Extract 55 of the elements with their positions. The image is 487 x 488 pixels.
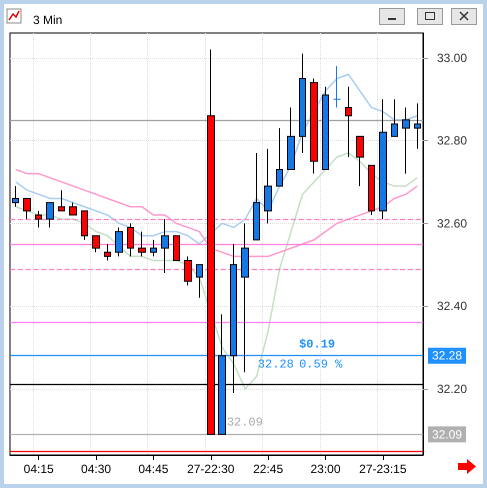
candlestick — [310, 78, 318, 174]
y-tick-label: 32.80 — [437, 134, 468, 148]
candlestick — [379, 98, 387, 220]
x-tick-label: 27-23:15 — [359, 462, 407, 476]
candlestick — [69, 202, 77, 216]
candlestick — [414, 102, 421, 150]
candlestick — [356, 136, 364, 187]
x-tick-label: 04:45 — [138, 462, 169, 476]
x-tick-label: 04:15 — [24, 462, 54, 476]
ref-line-label: 32.28 — [432, 348, 462, 363]
candlestick — [35, 210, 42, 228]
candlestick — [12, 186, 19, 208]
candlestick — [241, 222, 249, 373]
candlestick — [46, 202, 54, 228]
candlestick — [299, 53, 306, 154]
annotation: 32.09 — [226, 415, 263, 430]
ref-line-label: 32.09 — [432, 427, 462, 442]
annotation: $0.19 — [299, 338, 336, 352]
candlestick — [333, 66, 341, 108]
candlestick — [58, 190, 65, 212]
candlestick — [115, 226, 123, 257]
candlestick — [391, 98, 398, 137]
candlestick — [161, 218, 169, 274]
line-series — [14, 74, 418, 245]
candlestick — [322, 86, 329, 170]
x-tick-label: 23:00 — [310, 462, 341, 476]
candlestick — [276, 128, 283, 187]
line-series — [14, 168, 418, 258]
candlestick — [253, 152, 260, 240]
candlestick — [368, 164, 375, 216]
candlestick — [345, 86, 352, 158]
x-tick-label: 22:45 — [253, 462, 284, 476]
annotation: 0.59 % — [299, 358, 344, 372]
candlestick — [402, 106, 410, 174]
x-tick-label: 27-22:30 — [187, 462, 235, 476]
y-tick-label: 32.60 — [437, 216, 468, 230]
candlestick — [23, 198, 31, 220]
line-series — [14, 152, 418, 390]
candlestick — [184, 256, 192, 286]
candlestick — [92, 235, 100, 253]
y-tick-label: 33.00 — [437, 50, 468, 65]
candlestick — [264, 148, 272, 224]
y-tick-label: 32.40 — [437, 299, 468, 314]
candlestick — [287, 106, 295, 170]
candlestick — [104, 244, 111, 262]
candlestick — [196, 264, 203, 298]
candlestick — [150, 239, 157, 257]
x-tick-label: 04:30 — [81, 462, 112, 476]
chart-title: 3 Min — [33, 13, 62, 27]
y-tick-label: 32.20 — [437, 382, 468, 396]
candlestick — [81, 210, 88, 240]
candlestick — [138, 231, 146, 257]
candlestick — [127, 222, 134, 257]
candlestick — [173, 235, 180, 262]
annotation: 32.28 — [258, 358, 294, 372]
